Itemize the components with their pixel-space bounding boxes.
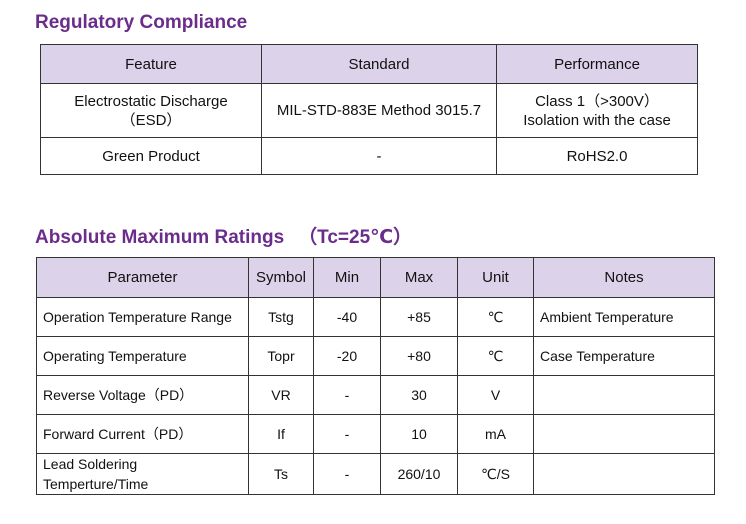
table-row: Reverse Voltage（PD） VR - 30 V <box>36 375 715 415</box>
header-min: Min <box>313 257 381 298</box>
min-cell: -20 <box>313 336 381 376</box>
max-cell: +85 <box>380 297 458 337</box>
feature-text: （ESD） <box>120 111 182 129</box>
notes-cell <box>533 375 715 415</box>
performance-text: Class 1（>300V） <box>535 92 659 110</box>
header-symbol: Symbol <box>248 257 314 298</box>
parameter-text: Temperture/Time <box>43 476 149 492</box>
max-cell: 260/10 <box>380 453 458 495</box>
feature-cell: Green Product <box>40 137 262 175</box>
table-row: Lead Soldering Temperture/Time Ts - 260/… <box>36 453 715 495</box>
absolute-maximum-ratings-table: Parameter Symbol Min Max Unit Notes Oper… <box>36 257 715 495</box>
symbol-cell: Topr <box>248 336 314 376</box>
parameter-cell: Lead Soldering Temperture/Time <box>36 453 249 495</box>
symbol-cell: Tstg <box>248 297 314 337</box>
table-row: Green Product - RoHS2.0 <box>40 137 698 175</box>
feature-text: Electrostatic Discharge <box>74 92 228 110</box>
header-standard: Standard <box>261 44 497 84</box>
notes-cell <box>533 453 715 495</box>
feature-cell: Electrostatic Discharge （ESD） <box>40 83 262 138</box>
table-row: Forward Current（PD） If - 10 mA <box>36 414 715 454</box>
min-cell: - <box>313 414 381 454</box>
min-cell: - <box>313 453 381 495</box>
absolute-maximum-ratings-title: Absolute Maximum Ratings （Tc=25℃） <box>35 222 412 249</box>
unit-cell: mA <box>457 414 534 454</box>
ratings-title-text: Absolute Maximum Ratings <box>35 227 285 248</box>
parameter-cell: Operating Temperature <box>36 336 249 376</box>
parameter-cell: Reverse Voltage（PD） <box>36 375 249 415</box>
parameter-cell: Operation Temperature Range <box>36 297 249 337</box>
unit-cell: ℃ <box>457 297 534 337</box>
max-cell: 30 <box>380 375 458 415</box>
regulatory-compliance-title: Regulatory Compliance <box>35 12 248 33</box>
header-feature: Feature <box>40 44 262 84</box>
standard-cell: MIL-STD-883E Method 3015.7 <box>261 83 497 138</box>
ratings-condition: （Tc=25℃） <box>298 227 413 248</box>
notes-cell: Case Temperature <box>533 336 715 376</box>
performance-text: Isolation with the case <box>523 111 671 129</box>
regulatory-compliance-table: Feature Standard Performance Electrostat… <box>40 44 698 175</box>
max-cell: +80 <box>380 336 458 376</box>
performance-cell: Class 1（>300V） Isolation with the case <box>496 83 698 138</box>
min-cell: - <box>313 375 381 415</box>
header-performance: Performance <box>496 44 698 84</box>
symbol-cell: Ts <box>248 453 314 495</box>
parameter-text: Lead Soldering <box>43 456 138 472</box>
table-header-row: Parameter Symbol Min Max Unit Notes <box>36 257 715 298</box>
unit-cell: ℃/S <box>457 453 534 495</box>
max-cell: 10 <box>380 414 458 454</box>
min-cell: -40 <box>313 297 381 337</box>
unit-cell: V <box>457 375 534 415</box>
standard-cell: - <box>261 137 497 175</box>
table-row: Electrostatic Discharge （ESD） MIL-STD-88… <box>40 83 698 138</box>
notes-cell: Ambient Temperature <box>533 297 715 337</box>
symbol-cell: If <box>248 414 314 454</box>
table-header-row: Feature Standard Performance <box>40 44 698 84</box>
header-notes: Notes <box>533 257 715 298</box>
header-parameter: Parameter <box>36 257 249 298</box>
unit-cell: ℃ <box>457 336 534 376</box>
symbol-cell: VR <box>248 375 314 415</box>
header-max: Max <box>380 257 458 298</box>
table-row: Operation Temperature Range Tstg -40 +85… <box>36 297 715 337</box>
notes-cell <box>533 414 715 454</box>
table-row: Operating Temperature Topr -20 +80 ℃ Cas… <box>36 336 715 376</box>
header-unit: Unit <box>457 257 534 298</box>
parameter-cell: Forward Current（PD） <box>36 414 249 454</box>
performance-cell: RoHS2.0 <box>496 137 698 175</box>
